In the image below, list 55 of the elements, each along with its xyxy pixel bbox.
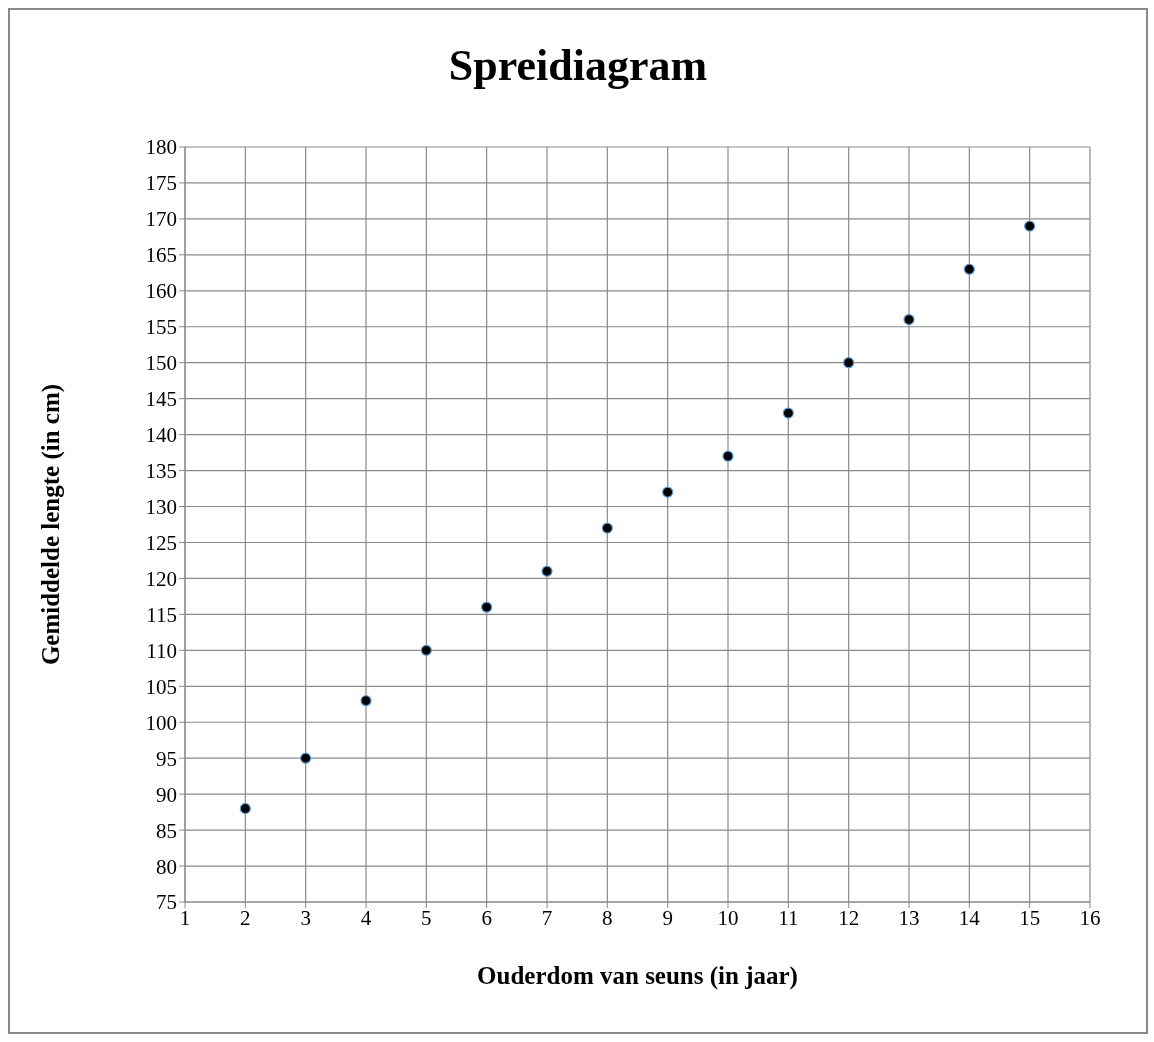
chart-title: Spreidiagram (447, 40, 709, 91)
point (481, 601, 493, 613)
point (601, 522, 613, 534)
y-tick-label: 170 (145, 207, 177, 232)
y-tick-label: 95 (156, 746, 177, 771)
y-tick-label: 175 (145, 171, 177, 196)
point (903, 313, 915, 326)
y-tick-label: 155 (145, 315, 177, 340)
x-tick-label: 4 (360, 905, 372, 930)
x-tick-label: 8 (602, 905, 613, 930)
y-tick-label: 115 (146, 602, 177, 627)
y-tick-label: 110 (146, 638, 177, 663)
x-tick-label: 1 (179, 905, 191, 930)
y-tick-label: 180 (145, 135, 177, 160)
point (360, 695, 372, 707)
y-tick-label: 135 (145, 459, 177, 484)
y-tick-label: 100 (145, 710, 177, 735)
x-tick-label: 2 (240, 905, 251, 930)
y-tick-label: 105 (145, 674, 177, 699)
y-axis-title: Gemiddelde lengte (in cm) (36, 383, 65, 666)
y-tick-label: 125 (145, 530, 177, 555)
y-tick-label: 75 (156, 890, 177, 915)
y-tick-label: 145 (145, 387, 177, 412)
x-tick-label: 16 (1079, 905, 1101, 930)
y-tick-label: 90 (156, 782, 177, 807)
x-tick-label: 14 (958, 905, 981, 930)
y-tick-label: 120 (145, 566, 177, 591)
y-tick-label: 150 (145, 351, 177, 376)
x-axis-title: Ouderdom van seuns (in jaar) (477, 962, 798, 990)
y-tick-label: 85 (156, 818, 177, 843)
point (782, 407, 794, 419)
point (239, 802, 251, 815)
y-tick-label: 130 (145, 494, 177, 519)
point (963, 263, 975, 275)
x-tick-label: 5 (421, 905, 432, 930)
x-tick-label: 13 (898, 905, 920, 930)
point (843, 357, 855, 369)
point (1024, 220, 1036, 232)
y-tick-label: 160 (145, 279, 177, 304)
y-tick-label: 165 (145, 243, 177, 268)
point (420, 644, 432, 656)
y-tick-label: 80 (156, 854, 177, 879)
x-tick-label: 3 (300, 905, 311, 930)
x-tick-label: 15 (1019, 905, 1041, 930)
point (541, 565, 553, 577)
x-tick-label: 6 (481, 905, 492, 930)
y-tick-label: 140 (145, 423, 177, 448)
x-tick-label: 9 (662, 905, 673, 930)
x-tick-label: 7 (541, 905, 553, 930)
point (722, 450, 734, 462)
x-tick-label: 10 (717, 905, 739, 930)
x-tick-label: 11 (778, 905, 799, 930)
point (662, 486, 674, 498)
x-tick-label: 12 (838, 905, 860, 930)
point (300, 752, 312, 764)
